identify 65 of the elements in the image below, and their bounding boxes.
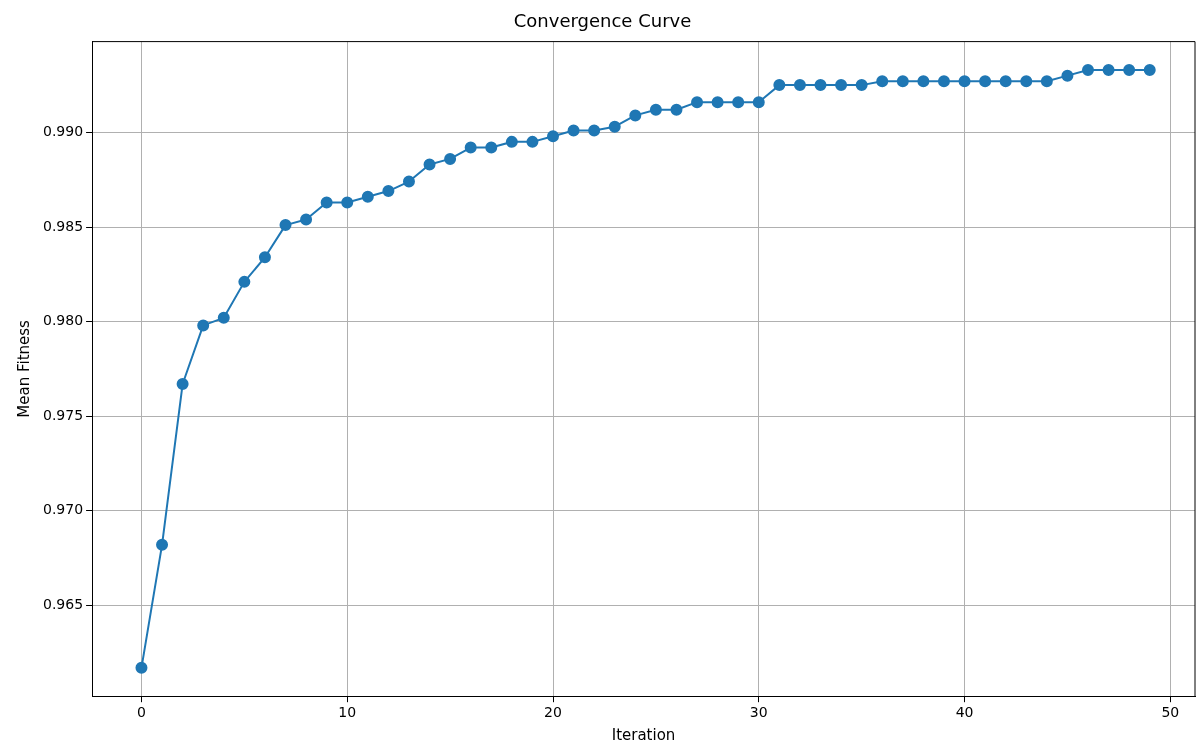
- point: [649, 103, 662, 116]
- point: [691, 96, 704, 109]
- point: [320, 196, 333, 209]
- point: [588, 124, 601, 137]
- point: [423, 158, 436, 171]
- point: [896, 75, 909, 88]
- point: [1020, 75, 1033, 88]
- point: [485, 141, 498, 154]
- point: [793, 79, 806, 92]
- point: [526, 135, 539, 148]
- point: [835, 79, 848, 92]
- point: [258, 251, 271, 264]
- y-tick-label: 0.990: [42, 123, 84, 140]
- point: [855, 79, 868, 92]
- y-tick-label: 0.975: [42, 406, 84, 423]
- point: [156, 538, 169, 551]
- point: [464, 141, 477, 154]
- y-tick-label: 0.970: [42, 501, 84, 518]
- point: [958, 75, 971, 88]
- chart-title: Convergence Curve: [513, 10, 692, 32]
- point: [629, 109, 642, 122]
- point: [547, 130, 559, 143]
- x-tick-label: 20: [544, 704, 562, 721]
- point: [176, 378, 189, 391]
- y-tick-label: 0.985: [42, 217, 84, 234]
- point: [361, 190, 374, 203]
- point: [444, 152, 457, 165]
- x-tick-label: 30: [749, 704, 768, 721]
- point: [979, 75, 992, 88]
- x-tick-label: 0: [137, 704, 146, 721]
- point: [814, 79, 827, 92]
- point: [1143, 63, 1156, 76]
- y-axis-title: Mean Fitness: [14, 319, 33, 418]
- point: [999, 75, 1012, 88]
- point: [773, 79, 786, 92]
- point: [300, 213, 313, 226]
- point: [402, 175, 415, 188]
- point: [937, 75, 950, 88]
- x-tick-label: 40: [955, 704, 974, 721]
- point: [670, 103, 683, 116]
- point: [1102, 63, 1115, 76]
- y-tick-label: 0.965: [42, 596, 84, 613]
- x-axis-title: Iteration: [611, 725, 676, 744]
- y-tick-label: 0.980: [42, 312, 84, 329]
- point: [135, 661, 148, 674]
- point: [567, 124, 580, 137]
- point: [917, 75, 930, 88]
- point: [382, 185, 395, 198]
- point: [505, 135, 518, 148]
- point: [1082, 63, 1094, 76]
- point: [732, 96, 745, 109]
- point: [1040, 75, 1053, 88]
- point: [711, 96, 724, 109]
- point: [1061, 69, 1074, 82]
- point: [279, 219, 292, 232]
- point: [876, 75, 889, 88]
- point: [217, 311, 230, 324]
- point: [341, 196, 354, 209]
- point: [238, 275, 251, 288]
- x-tick-label: 50: [1161, 704, 1180, 721]
- point: [752, 96, 765, 109]
- x-tick-label: 10: [338, 704, 357, 721]
- point: [1123, 63, 1136, 76]
- point: [197, 319, 210, 332]
- point: [608, 120, 621, 133]
